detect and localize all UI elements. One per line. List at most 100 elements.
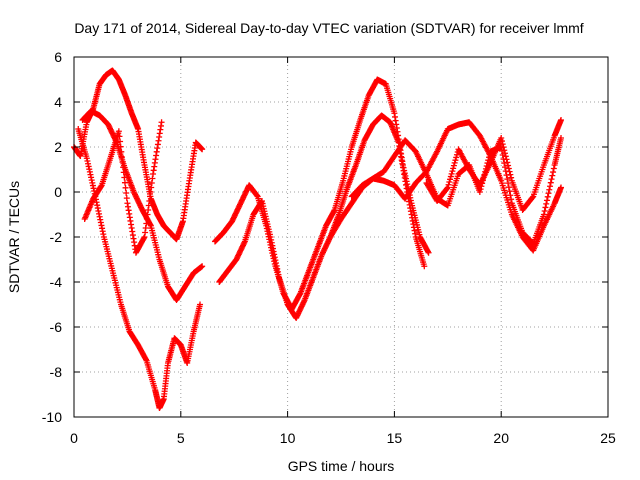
data-point xyxy=(542,204,549,211)
x-tick-label: 15 xyxy=(387,430,403,446)
y-tick-label: 2 xyxy=(54,139,62,155)
series-track-3 xyxy=(75,126,204,411)
data-point xyxy=(446,179,453,186)
series-track-9 xyxy=(423,117,565,213)
data-point xyxy=(503,156,510,163)
data-point xyxy=(477,186,484,193)
data-point xyxy=(421,263,428,270)
x-tick-label: 0 xyxy=(70,430,78,446)
data-markers xyxy=(71,67,565,411)
series-track-1 xyxy=(71,67,206,243)
data-point xyxy=(504,176,511,183)
data-point xyxy=(502,153,509,160)
data-point xyxy=(445,181,452,188)
data-point xyxy=(498,135,505,141)
data-point xyxy=(425,249,432,256)
data-point xyxy=(118,148,125,155)
data-point xyxy=(507,171,514,178)
data-point xyxy=(505,184,512,191)
data-point xyxy=(476,189,483,195)
data-point xyxy=(452,157,459,164)
data-point xyxy=(121,179,128,186)
data-point xyxy=(558,184,565,191)
data-point xyxy=(549,172,556,179)
data-point xyxy=(447,173,454,180)
data-point xyxy=(558,135,565,141)
data-point xyxy=(541,207,548,214)
data-point xyxy=(544,193,551,200)
series-track-4 xyxy=(81,119,165,256)
data-point xyxy=(118,153,125,160)
data-point xyxy=(540,211,547,218)
data-point xyxy=(117,143,124,150)
plot-frame xyxy=(73,56,609,418)
y-tick-label: -8 xyxy=(50,364,63,380)
y-tick-label: 4 xyxy=(54,94,62,110)
y-tick-labels: -10 -8 -6 -4 -2 0 2 4 6 xyxy=(42,49,62,425)
data-point xyxy=(199,263,206,270)
data-point xyxy=(450,162,457,169)
y-tick-label: -4 xyxy=(50,274,63,290)
data-point xyxy=(448,170,455,177)
data-point xyxy=(199,146,206,153)
y-tick-label: -6 xyxy=(50,319,63,335)
data-point xyxy=(550,165,557,172)
data-point xyxy=(543,200,550,207)
data-point xyxy=(119,159,126,166)
data-point xyxy=(120,164,127,171)
data-point xyxy=(558,117,565,123)
data-point xyxy=(546,186,553,193)
y-axis-label: SDTVAR / TECUs xyxy=(6,181,22,293)
data-point xyxy=(500,144,507,151)
data-point xyxy=(545,190,552,197)
data-point xyxy=(115,128,122,135)
data-point xyxy=(117,138,124,145)
data-point xyxy=(505,165,512,172)
data-point xyxy=(444,185,451,192)
data-point xyxy=(550,169,557,176)
data-point xyxy=(121,174,128,181)
data-point xyxy=(504,159,511,166)
data-point xyxy=(451,159,458,166)
x-tick-label: 20 xyxy=(493,430,509,446)
data-point xyxy=(498,138,505,145)
x-tick-label: 25 xyxy=(600,430,616,446)
data-point xyxy=(450,165,457,172)
series-track-5 xyxy=(211,76,432,312)
chart-title: Day 171 of 2014, Sidereal Day-to-day VTE… xyxy=(74,20,583,36)
data-point xyxy=(506,168,513,175)
x-tick-labels: 0 5 10 15 20 25 xyxy=(70,430,616,446)
y-tick-label: 6 xyxy=(54,49,62,65)
data-point xyxy=(502,164,509,171)
data-point xyxy=(197,301,204,308)
data-point xyxy=(122,184,129,191)
data-point xyxy=(505,162,512,169)
data-point xyxy=(547,183,554,190)
data-point xyxy=(123,189,130,196)
data-point xyxy=(508,196,515,203)
data-point xyxy=(529,194,536,201)
x-tick-label: 5 xyxy=(177,430,185,446)
data-point xyxy=(548,176,555,183)
data-point xyxy=(501,147,508,154)
data-point xyxy=(120,169,127,176)
y-tick-label: -2 xyxy=(50,229,63,245)
data-point xyxy=(444,184,451,191)
data-point xyxy=(116,133,123,140)
data-point xyxy=(508,174,515,181)
data-point xyxy=(449,168,456,175)
data-point xyxy=(547,179,554,186)
x-tick-label: 10 xyxy=(280,430,296,446)
y-tick-label: -10 xyxy=(42,409,62,425)
data-point xyxy=(123,195,130,202)
data-point xyxy=(158,119,165,126)
x-axis-label: GPS time / hours xyxy=(288,458,395,474)
data-point xyxy=(453,154,460,161)
data-point xyxy=(447,176,454,183)
y-tick-label: 0 xyxy=(54,184,62,200)
data-point xyxy=(499,141,506,148)
data-point xyxy=(506,188,513,195)
data-point xyxy=(502,150,509,157)
data-point xyxy=(543,197,550,204)
